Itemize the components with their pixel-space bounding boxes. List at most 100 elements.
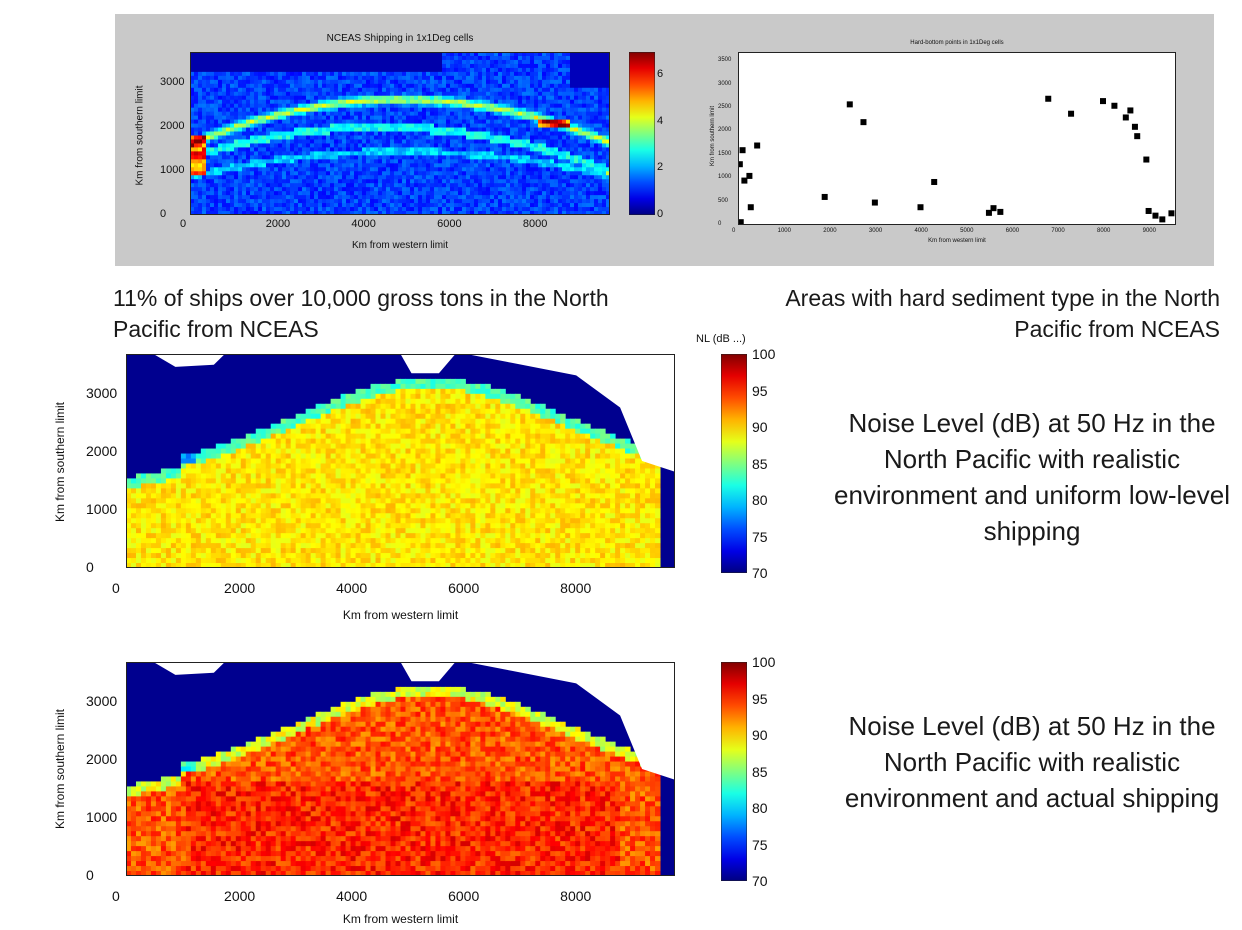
chart1-cell bbox=[382, 203, 387, 208]
chart1-cell bbox=[250, 119, 255, 125]
caption-shipping: 11% of ships over 10,000 gross tons in t… bbox=[113, 285, 609, 342]
chart1-cell bbox=[482, 171, 487, 176]
chart1-cell bbox=[266, 75, 271, 81]
chart1-cell bbox=[466, 199, 471, 204]
chart1-cell bbox=[518, 199, 523, 204]
noise-cell bbox=[200, 533, 207, 539]
chart1-cell bbox=[298, 163, 303, 168]
chart1-cell bbox=[506, 127, 511, 133]
chart1-cell bbox=[418, 207, 423, 212]
chart1-cell bbox=[546, 175, 551, 180]
chart1-cell bbox=[246, 163, 251, 168]
noise-cell bbox=[126, 518, 132, 524]
chart1-cell bbox=[218, 67, 223, 73]
chart1-cell bbox=[274, 159, 279, 164]
chart1-cell bbox=[190, 163, 195, 168]
chart1-cell bbox=[298, 147, 303, 152]
chart1-cell bbox=[570, 71, 575, 77]
chart1-cell bbox=[318, 103, 323, 109]
noise-cell bbox=[255, 543, 262, 549]
chart1-cell bbox=[434, 195, 439, 200]
chart1-cell bbox=[490, 107, 495, 113]
chart1-cell bbox=[254, 203, 259, 208]
chart1-cell bbox=[562, 135, 567, 140]
chart1-cell bbox=[474, 159, 479, 164]
chart1-cell bbox=[602, 63, 607, 69]
chart1-cell bbox=[378, 95, 383, 101]
chart1-cell bbox=[530, 211, 535, 215]
chart1-cell bbox=[234, 163, 239, 168]
chart1-cell bbox=[354, 155, 359, 160]
chart1-cell bbox=[406, 99, 411, 105]
chart1-cell bbox=[394, 99, 399, 105]
chart1-cell bbox=[566, 167, 571, 172]
chart1-cell bbox=[314, 175, 319, 180]
chart1-cell bbox=[534, 83, 539, 89]
chart1-cell bbox=[466, 75, 471, 81]
noise-cell bbox=[175, 513, 182, 519]
chart1-cell bbox=[262, 171, 267, 176]
chart1-cell bbox=[438, 95, 443, 101]
chart1-cell bbox=[418, 79, 423, 85]
chart1-cell bbox=[294, 187, 299, 192]
chart1-cell bbox=[250, 135, 255, 140]
chart1-cell bbox=[254, 71, 259, 77]
chart1-cell bbox=[318, 195, 323, 200]
chart1-cell bbox=[402, 199, 407, 204]
noise-cell bbox=[170, 508, 177, 514]
noise-cell bbox=[160, 533, 167, 539]
noise-cell bbox=[130, 538, 137, 544]
chart1-cell bbox=[210, 55, 215, 61]
chart1-cell bbox=[590, 199, 595, 204]
chart1-cell bbox=[366, 83, 371, 89]
noise-cell bbox=[145, 548, 152, 554]
chart1-cell bbox=[278, 55, 283, 61]
chart1-cell bbox=[554, 91, 559, 97]
chart1-cell bbox=[590, 127, 595, 133]
chart1-cell bbox=[278, 67, 283, 73]
chart1-cell bbox=[574, 171, 579, 176]
chart1-cell bbox=[226, 155, 231, 160]
chart1-cell bbox=[418, 107, 423, 113]
chart1-cell bbox=[474, 79, 479, 85]
chart1-cell bbox=[442, 79, 447, 85]
chart1-cell bbox=[506, 175, 511, 180]
chart1-cell bbox=[250, 67, 255, 73]
chart1-cell bbox=[482, 139, 487, 144]
chart1-cell bbox=[294, 71, 299, 77]
chart1-cell bbox=[386, 179, 391, 184]
noise-cell bbox=[230, 443, 237, 450]
chart1-cell bbox=[566, 175, 571, 180]
chart1-cell bbox=[198, 207, 203, 212]
noise-cell bbox=[185, 503, 192, 509]
chart1-cell bbox=[354, 171, 359, 176]
chart1-cell bbox=[426, 207, 431, 212]
chart1-cell bbox=[406, 167, 411, 172]
chart1-cell bbox=[274, 111, 279, 117]
chart1-cell bbox=[294, 55, 299, 61]
chart1-cell bbox=[578, 147, 583, 152]
chart1-cell bbox=[526, 123, 531, 129]
chart1-cell bbox=[606, 159, 610, 164]
noise-cell bbox=[135, 563, 142, 568]
chart1-cell bbox=[250, 115, 255, 121]
chart1-cell bbox=[274, 99, 279, 105]
noise-cell bbox=[210, 488, 217, 494]
chart1-cell bbox=[246, 123, 251, 129]
chart1-cell bbox=[502, 143, 507, 148]
chart1-cell bbox=[190, 63, 195, 69]
chart1-cell bbox=[338, 203, 343, 208]
noise-cell bbox=[230, 498, 237, 504]
chart1-cell bbox=[294, 139, 299, 144]
chart1-cell bbox=[454, 87, 459, 93]
chart1-cell bbox=[322, 127, 327, 133]
chart1-cell bbox=[522, 155, 527, 160]
chart1-cell bbox=[314, 79, 319, 85]
noise-cell bbox=[140, 513, 147, 519]
chart1-cell bbox=[486, 83, 491, 89]
chart1-cell bbox=[274, 139, 279, 144]
chart1-cell bbox=[250, 99, 255, 105]
chart1-cell bbox=[334, 159, 339, 164]
chart1-cell bbox=[198, 191, 203, 196]
chart1-cell bbox=[414, 163, 419, 168]
